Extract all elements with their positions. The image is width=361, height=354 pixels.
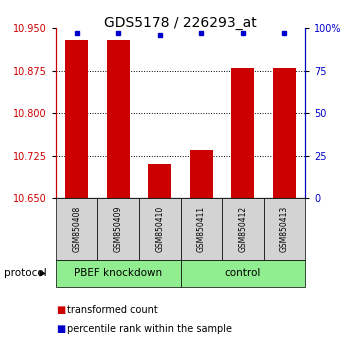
Text: ■: ■	[56, 305, 65, 315]
Text: percentile rank within the sample: percentile rank within the sample	[67, 324, 232, 334]
Text: GSM850412: GSM850412	[238, 206, 247, 252]
Text: PBEF knockdown: PBEF knockdown	[74, 268, 162, 279]
Text: GDS5178 / 226293_at: GDS5178 / 226293_at	[104, 16, 257, 30]
Text: GSM850408: GSM850408	[72, 206, 81, 252]
Bar	[231, 68, 254, 198]
Text: transformed count: transformed count	[67, 305, 157, 315]
Text: GSM850409: GSM850409	[114, 206, 123, 252]
Text: protocol: protocol	[4, 268, 46, 279]
Text: ■: ■	[56, 324, 65, 334]
Text: GSM850411: GSM850411	[197, 206, 206, 252]
Text: GSM850413: GSM850413	[280, 206, 289, 252]
Text: GSM850410: GSM850410	[155, 206, 164, 252]
Bar	[107, 40, 130, 198]
Bar	[190, 150, 213, 198]
Bar	[148, 164, 171, 198]
Bar	[273, 68, 296, 198]
Text: control: control	[225, 268, 261, 279]
Bar	[65, 40, 88, 198]
